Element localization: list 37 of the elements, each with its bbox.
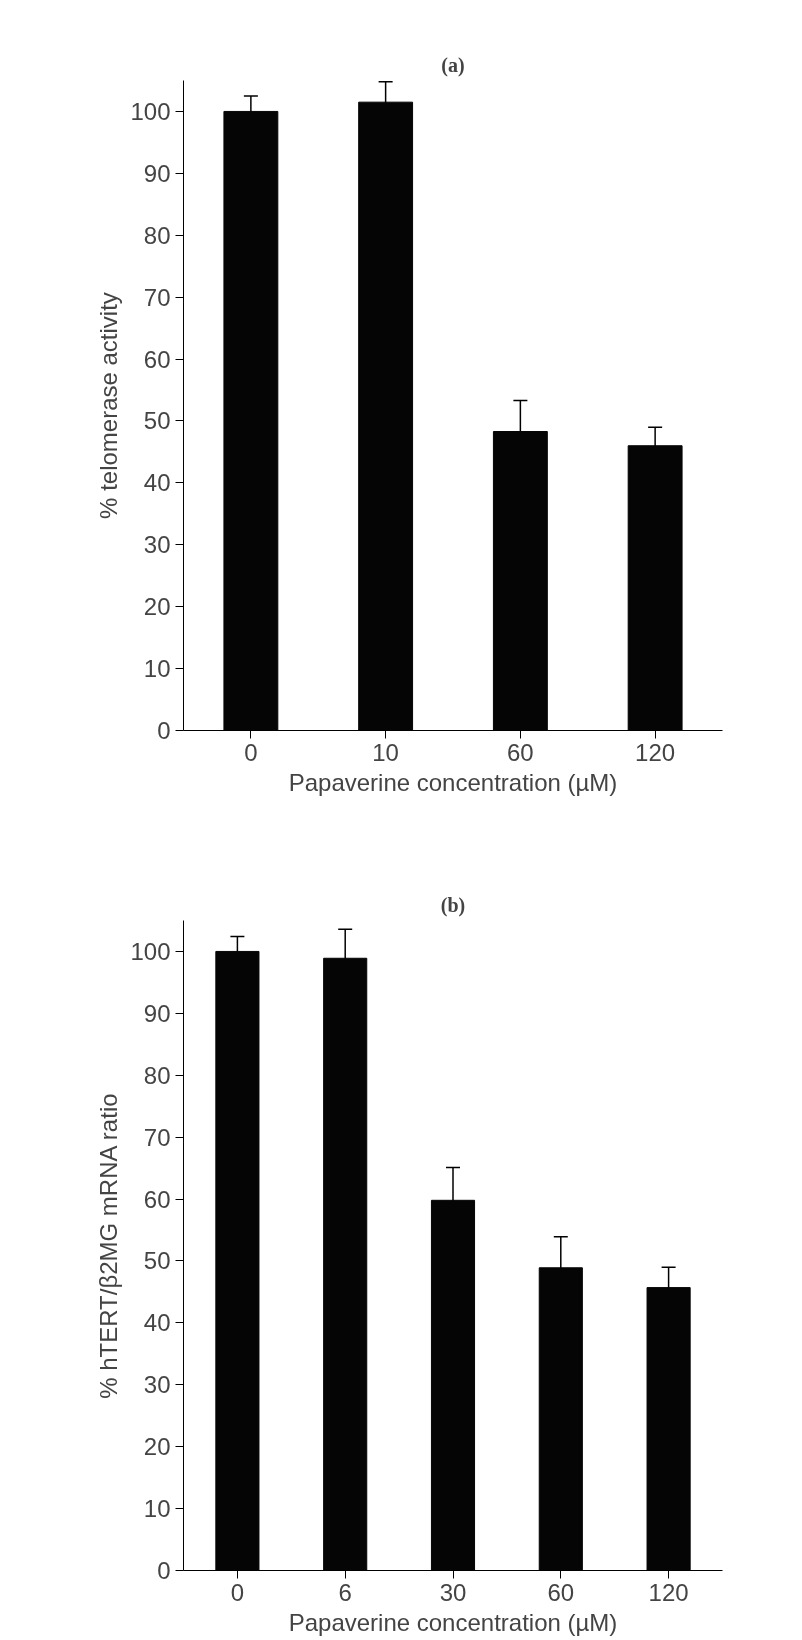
y-tick-label: 10 (143, 655, 171, 683)
y-tick-label: 20 (143, 1433, 171, 1461)
y-tick-label: 100 (130, 97, 171, 125)
y-tick-label: 70 (143, 1123, 171, 1151)
y-tick-label: 80 (143, 221, 171, 249)
y-tick-label: 40 (143, 1309, 171, 1337)
x-tick-label: 0 (244, 738, 258, 766)
y-tick-label: 50 (143, 407, 171, 435)
x-tick-label: 120 (648, 1578, 689, 1606)
y-tick-label: 30 (143, 531, 171, 559)
x-tick-label: 60 (507, 738, 534, 766)
y-tick-label: 90 (143, 159, 171, 187)
y-tick-label: 0 (157, 1557, 171, 1584)
y-tick-label: 100 (130, 937, 171, 965)
x-tick-label: 120 (635, 738, 676, 766)
y-tick-label: 80 (143, 1061, 171, 1089)
x-tick-label: 60 (547, 1578, 575, 1606)
x-tick-label: 0 (230, 1578, 245, 1606)
x-axis-title: Papaverine concentration (µM) (288, 1608, 618, 1636)
y-tick-label: 10 (143, 1495, 171, 1523)
y-tick-label: 0 (157, 717, 171, 744)
y-tick-label: 60 (143, 1185, 171, 1213)
y-tick-label: 20 (143, 593, 171, 621)
y-tick-label: 90 (143, 999, 171, 1027)
y-tick-label: 70 (143, 283, 171, 311)
x-tick-label: 6 (338, 1578, 352, 1606)
y-tick-label: 40 (143, 469, 171, 497)
y-tick-label: 30 (143, 1371, 171, 1399)
y-tick-label: 60 (143, 345, 171, 373)
x-axis-title: Papaverine concentration (µM) (288, 768, 618, 796)
y-axis-title: % telomerase activity (95, 292, 123, 519)
chart-title: (b) (440, 893, 466, 917)
y-tick-label: 50 (143, 1247, 171, 1275)
y-axis-title: % hTERT/β2MG mRNA ratio (95, 1093, 123, 1399)
x-tick-label: 30 (439, 1578, 467, 1606)
x-tick-label: 10 (372, 738, 399, 766)
chart-title: (a) (441, 53, 465, 77)
